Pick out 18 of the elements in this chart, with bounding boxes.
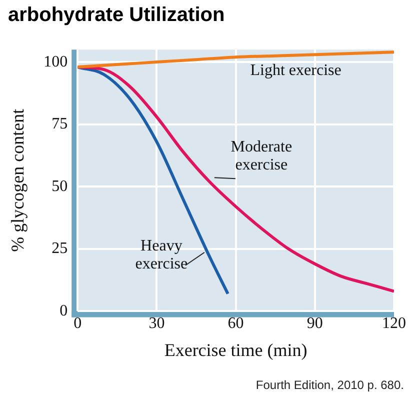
y-tick-label: 0 [60,302,68,320]
y-tick-label: 75 [52,116,68,133]
series-label: Light exercise [250,62,342,80]
line-series [78,66,230,296]
x-tick-label: 90 [306,315,323,332]
text: Fourth Edition, 2010 p. 680. [256,378,404,392]
x-tick-label: 30 [148,315,165,332]
chart-title: arbohydrate Utilization [8,4,225,27]
y-tick-label: 100 [44,53,68,70]
x-tick-label: 60 [228,315,244,332]
x-tick-label: 120 [382,315,406,332]
x-axis-title: Exercise time (min) [164,340,308,360]
series-label: Heavy exercise [135,237,188,272]
y-tick-label: 50 [52,178,68,195]
y-tick-label: 25 [52,240,68,258]
y-axis-title: % glycogen content [8,108,28,252]
series-label: Moderate exercise [230,138,292,174]
x-tick-label: 0 [74,315,82,332]
